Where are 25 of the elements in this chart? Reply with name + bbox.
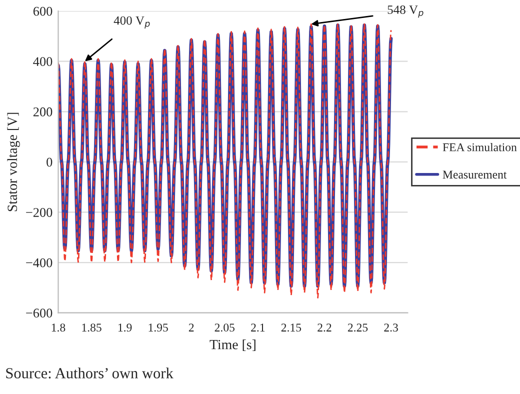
y-tick-label: −400 [26,258,52,268]
x-tick-label: 1.95 [148,324,168,332]
y-axis-title: Stator voltage [V] [7,112,20,212]
annotation: 548 V$_{p}$ [388,5,424,18]
y-tick-label: 400 [33,57,52,66]
x-tick-label: 1.8 [52,324,66,332]
x-tick-label: 2.05 [214,324,235,332]
x-tick-label: 2.1 [251,324,265,332]
x-tick-label: 1.9 [118,324,132,332]
y-tick-label: −600 [26,308,52,318]
y-tick-label: 0 [46,158,52,167]
legend-label: Measurement [442,170,507,179]
x-tick-label: 1.85 [82,324,102,332]
y-tick-label: 600 [33,6,52,16]
x-tick-label: 2.3 [384,324,398,332]
x-tick-label: 2.2 [318,324,332,332]
y-tick-label: 200 [33,107,52,116]
x-tick-label: 2 [188,324,194,332]
annotation: 400 V$_{p}$ [114,16,150,28]
x-tick-label: 2.25 [348,324,368,332]
legend-label: FEA simulation [442,142,517,152]
y-tick-label: −200 [26,208,52,217]
source-note: Source: Authors’ own work [6,368,174,378]
x-tick-label: 2.15 [281,324,302,332]
x-axis-title: Time [s] [210,340,256,352]
